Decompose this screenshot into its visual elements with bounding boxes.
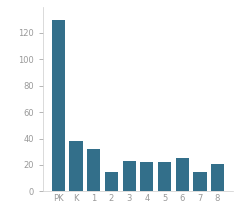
Bar <box>211 164 224 191</box>
Bar <box>87 149 100 191</box>
Bar <box>70 141 83 191</box>
Bar <box>140 162 153 191</box>
Bar <box>123 161 136 191</box>
Bar <box>158 162 171 191</box>
Bar <box>193 172 206 191</box>
Bar <box>52 20 65 191</box>
Bar <box>176 158 189 191</box>
Bar <box>105 172 118 191</box>
